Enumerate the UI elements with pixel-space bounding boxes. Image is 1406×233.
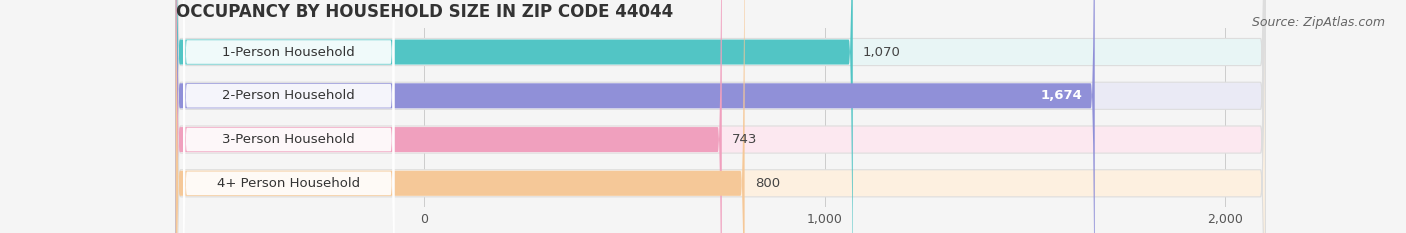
Text: 743: 743	[731, 133, 758, 146]
Text: 800: 800	[755, 177, 780, 190]
Text: 1,674: 1,674	[1040, 89, 1083, 102]
Text: Source: ZipAtlas.com: Source: ZipAtlas.com	[1251, 16, 1385, 29]
Text: OCCUPANCY BY HOUSEHOLD SIZE IN ZIP CODE 44044: OCCUPANCY BY HOUSEHOLD SIZE IN ZIP CODE …	[176, 3, 673, 21]
FancyBboxPatch shape	[176, 0, 1265, 233]
Text: 2-Person Household: 2-Person Household	[222, 89, 356, 102]
Text: 3-Person Household: 3-Person Household	[222, 133, 356, 146]
Text: 4+ Person Household: 4+ Person Household	[217, 177, 360, 190]
FancyBboxPatch shape	[183, 0, 394, 233]
FancyBboxPatch shape	[176, 0, 1265, 233]
FancyBboxPatch shape	[176, 0, 853, 233]
FancyBboxPatch shape	[176, 0, 1265, 233]
FancyBboxPatch shape	[176, 0, 721, 233]
FancyBboxPatch shape	[183, 0, 394, 233]
FancyBboxPatch shape	[176, 0, 1095, 233]
Text: 1,070: 1,070	[863, 45, 901, 58]
FancyBboxPatch shape	[183, 0, 394, 233]
Text: 1-Person Household: 1-Person Household	[222, 45, 356, 58]
FancyBboxPatch shape	[176, 0, 1265, 233]
FancyBboxPatch shape	[176, 0, 745, 233]
FancyBboxPatch shape	[183, 0, 394, 233]
